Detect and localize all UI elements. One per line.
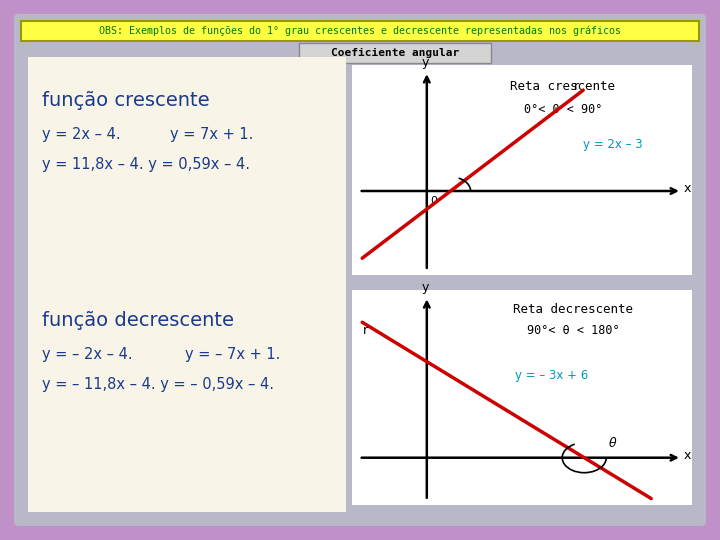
Text: função decrescente: função decrescente (42, 310, 234, 329)
Text: Reta decrescente: Reta decrescente (513, 303, 633, 316)
Text: y: y (422, 56, 430, 69)
Bar (28, 57, 346, 512)
Text: y = 2x – 4.: y = 2x – 4. (42, 127, 121, 143)
FancyBboxPatch shape (299, 43, 491, 63)
Text: função crescente: função crescente (42, 91, 210, 110)
Bar (352, 290, 692, 505)
FancyBboxPatch shape (14, 14, 706, 526)
Text: y = – 11,8x – 4. y = – 0,59x – 4.: y = – 11,8x – 4. y = – 0,59x – 4. (42, 377, 274, 393)
Text: y = – 3x + 6: y = – 3x + 6 (516, 369, 588, 382)
Text: x: x (683, 183, 690, 195)
Text: y: y (422, 281, 430, 294)
Text: y = 11,8x – 4. y = 0,59x – 4.: y = 11,8x – 4. y = 0,59x – 4. (42, 158, 250, 172)
Text: 0°< 0 < 90°: 0°< 0 < 90° (523, 103, 602, 116)
Text: y = – 7x + 1.: y = – 7x + 1. (185, 348, 280, 362)
Text: r: r (363, 325, 368, 338)
Text: 0: 0 (431, 196, 437, 206)
Text: x: x (683, 449, 690, 462)
FancyBboxPatch shape (21, 21, 699, 41)
Text: y = 7x + 1.: y = 7x + 1. (170, 127, 253, 143)
Text: y = 2x – 3: y = 2x – 3 (583, 138, 643, 151)
Text: Coeficiente angular: Coeficiente angular (331, 48, 459, 58)
Text: r: r (574, 79, 579, 92)
Bar (352, 65, 692, 275)
Text: 90°< θ < 180°: 90°< θ < 180° (527, 325, 619, 338)
Text: OBS: Exemplos de funções do 1° grau crescentes e decrescente representadas nos g: OBS: Exemplos de funções do 1° grau cres… (99, 26, 621, 36)
Text: Reta crescente: Reta crescente (510, 79, 616, 92)
Text: θ: θ (608, 437, 616, 450)
Text: y = – 2x – 4.: y = – 2x – 4. (42, 348, 132, 362)
